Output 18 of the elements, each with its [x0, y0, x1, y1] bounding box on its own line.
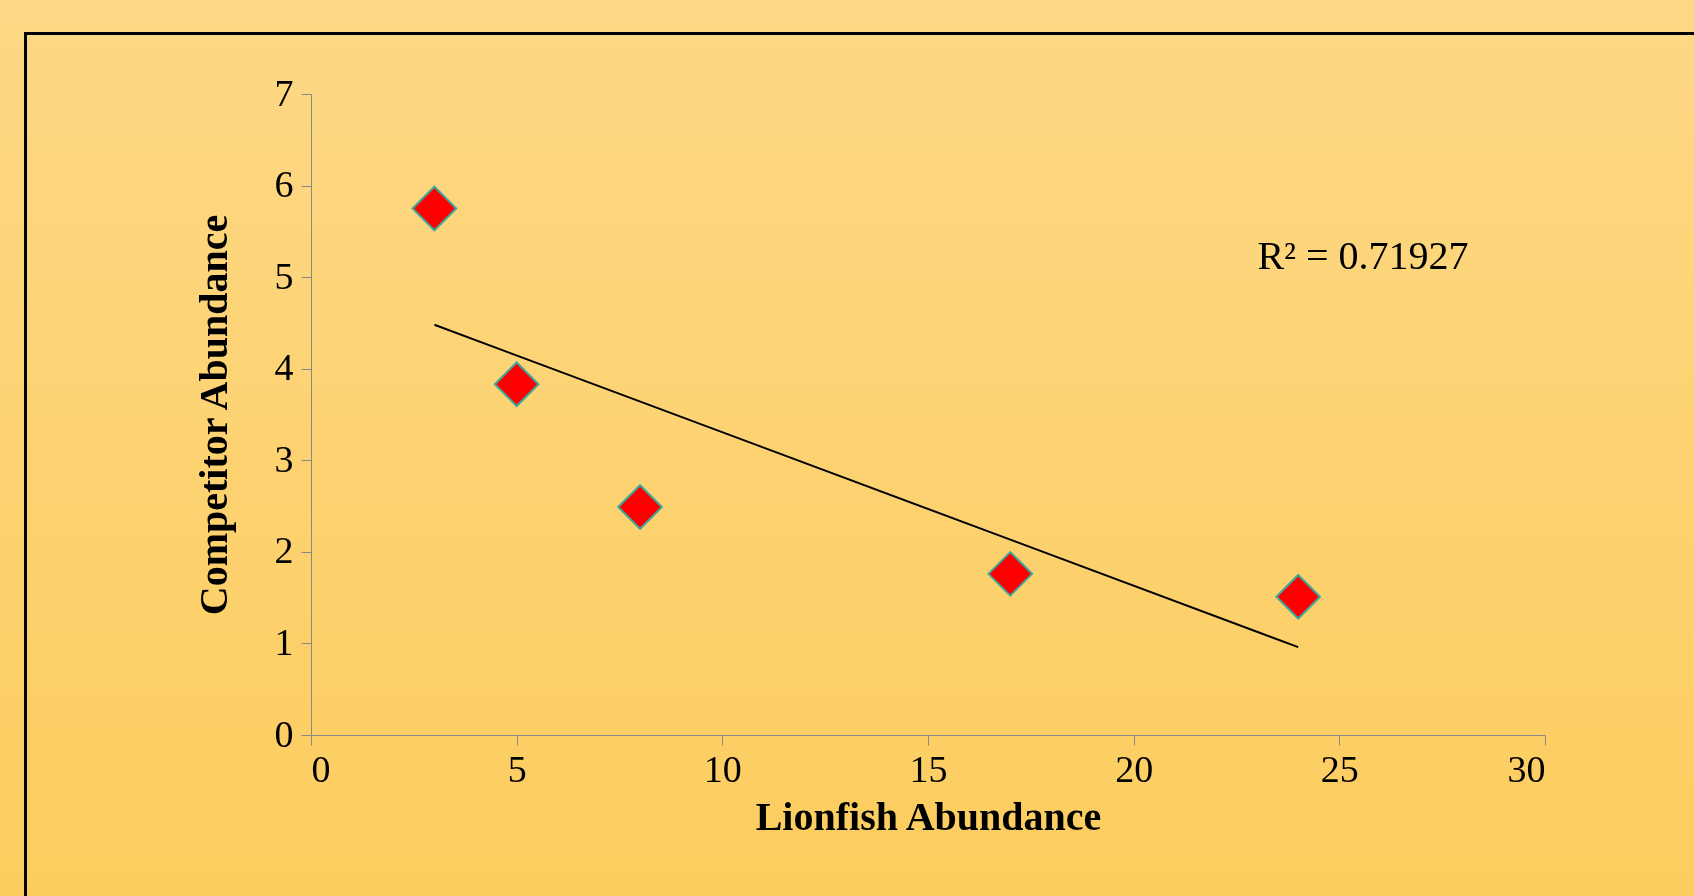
y-tick-label: 0 [274, 712, 294, 755]
x-tick-label: 10 [703, 747, 742, 790]
x-tick-label: 25 [1320, 747, 1359, 790]
x-tick-label: 20 [1115, 747, 1154, 790]
y-tick-label: 6 [274, 163, 294, 206]
annotation: R² = 0.71927 [1257, 233, 1469, 278]
y-tick-label: 1 [274, 620, 294, 663]
y-axis-title: Competitor Abundance [190, 214, 236, 616]
x-tick-label: 30 [1507, 747, 1546, 790]
x-axis-title: Lionfish Abundance [755, 793, 1102, 839]
x-tick-label: 0 [311, 747, 331, 790]
y-tick-label: 5 [274, 254, 294, 297]
x-tick-label: 15 [909, 747, 948, 790]
y-tick-label: 7 [274, 71, 294, 114]
x-tick-label: 5 [507, 747, 527, 790]
y-tick-label: 4 [274, 346, 294, 389]
y-tick-label: 3 [274, 437, 294, 480]
y-tick-label: 2 [274, 529, 294, 572]
